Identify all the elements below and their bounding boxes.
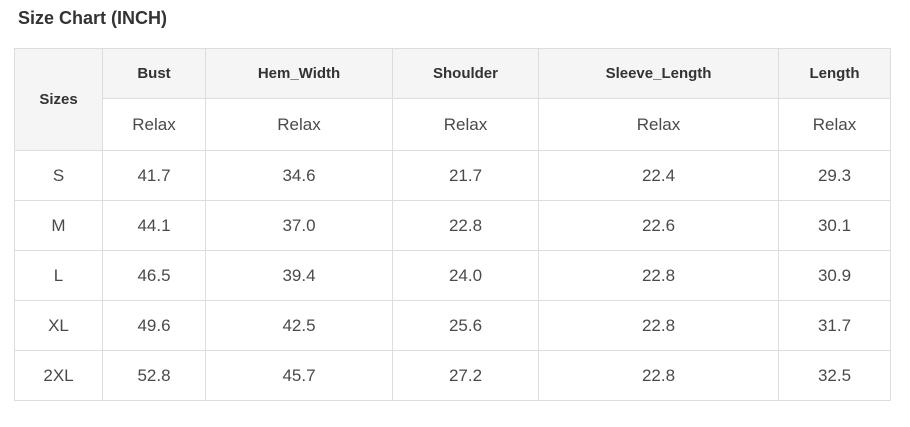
value-cell: 45.7 (205, 350, 393, 401)
value-cell: 29.3 (778, 150, 891, 201)
value-cell: 41.7 (102, 150, 206, 201)
value-cell: 22.6 (538, 200, 779, 251)
value-cell: 44.1 (102, 200, 206, 251)
value-cell: 49.6 (102, 300, 206, 351)
value-cell: 34.6 (205, 150, 393, 201)
column-header-shoulder: Shoulder (392, 48, 539, 99)
fit-cell: Relax (205, 98, 393, 151)
table-row-l: L 46.5 39.4 24.0 22.8 30.9 (14, 250, 891, 301)
size-label: L (14, 250, 103, 301)
fit-cell: Relax (392, 98, 539, 151)
value-cell: 30.1 (778, 200, 891, 251)
value-cell: 22.8 (538, 300, 779, 351)
table-row-m: M 44.1 37.0 22.8 22.6 30.1 (14, 200, 891, 251)
value-cell: 42.5 (205, 300, 393, 351)
value-cell: 32.5 (778, 350, 891, 401)
column-header-sizes: Sizes (14, 48, 103, 151)
column-header-length: Length (778, 48, 891, 99)
value-cell: 25.6 (392, 300, 539, 351)
value-cell: 22.8 (538, 250, 779, 301)
value-cell: 21.7 (392, 150, 539, 201)
value-cell: 52.8 (102, 350, 206, 401)
column-header-sleeve-length: Sleeve_Length (538, 48, 779, 99)
value-cell: 30.9 (778, 250, 891, 301)
value-cell: 31.7 (778, 300, 891, 351)
value-cell: 24.0 (392, 250, 539, 301)
column-header-row: Sizes Bust Hem_Width Shoulder Sleeve_Len… (14, 48, 891, 151)
fit-type-row: Relax Relax Relax Relax Relax (15, 98, 891, 151)
fit-cell: Relax (778, 98, 891, 151)
table-row-xl: XL 49.6 42.5 25.6 22.8 31.7 (14, 300, 891, 351)
column-header-hem-width: Hem_Width (205, 48, 393, 99)
size-label: XL (14, 300, 103, 351)
table-row-s: S 41.7 34.6 21.7 22.4 29.3 (14, 150, 891, 201)
size-chart-table: Sizes Bust Hem_Width Shoulder Sleeve_Len… (14, 48, 891, 401)
value-cell: 22.8 (538, 350, 779, 401)
value-cell: 37.0 (205, 200, 393, 251)
value-cell: 22.4 (538, 150, 779, 201)
value-cell: 46.5 (102, 250, 206, 301)
value-cell: 27.2 (392, 350, 539, 401)
page-title: Size Chart (INCH) (18, 8, 168, 28)
fit-cell: Relax (102, 98, 206, 151)
column-header-bust: Bust (102, 48, 206, 99)
size-label: 2XL (14, 350, 103, 401)
size-label: M (14, 200, 103, 251)
value-cell: 39.4 (205, 250, 393, 301)
table-row-2xl: 2XL 52.8 45.7 27.2 22.8 32.5 (14, 350, 891, 401)
fit-cell: Relax (538, 98, 779, 151)
size-label: S (14, 150, 103, 201)
value-cell: 22.8 (392, 200, 539, 251)
